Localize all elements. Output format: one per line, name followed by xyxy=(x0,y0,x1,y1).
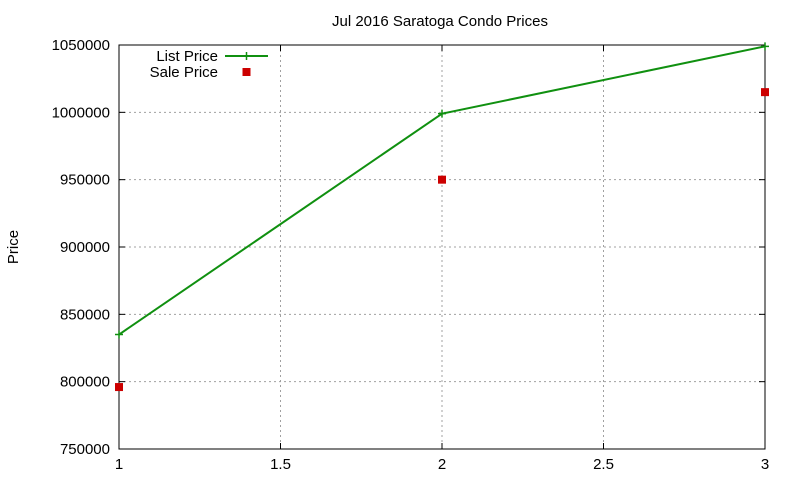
grid-lines xyxy=(119,45,765,449)
legend-marker xyxy=(242,52,251,60)
y-tick-label: 900000 xyxy=(60,239,110,256)
y-axis-label: Price xyxy=(5,230,22,264)
x-tick-label: 1.5 xyxy=(270,456,291,473)
legend-label: List Price xyxy=(156,48,218,65)
axis-ticks: 750000 800000 850000 900000 950000 1000000 105… xyxy=(52,37,770,473)
y-tick-label: 750000 xyxy=(60,441,110,458)
series-1 xyxy=(115,88,769,392)
y-tick-label: 1050000 xyxy=(52,37,110,54)
data-point xyxy=(115,383,123,392)
y-tick-label: 1000000 xyxy=(52,104,110,121)
legend-label: Sale Price xyxy=(150,64,218,81)
x-tick-label: 2 xyxy=(438,456,446,473)
y-tick-label: 800000 xyxy=(60,374,110,391)
data-point xyxy=(438,109,446,118)
series-group xyxy=(115,42,769,392)
legend-marker xyxy=(242,68,251,76)
data-point xyxy=(761,88,769,97)
data-point xyxy=(761,42,769,51)
x-tick-label: 2.5 xyxy=(593,456,614,473)
series-0 xyxy=(115,42,769,339)
y-tick-label: 950000 xyxy=(60,172,110,189)
data-point xyxy=(115,330,123,339)
chart-title: Jul 2016 Saratoga Condo Prices xyxy=(332,13,548,30)
y-tick-label: 850000 xyxy=(60,306,110,323)
x-tick-label: 3 xyxy=(761,456,769,473)
data-point xyxy=(438,175,446,184)
x-tick-label: 1 xyxy=(115,456,123,473)
